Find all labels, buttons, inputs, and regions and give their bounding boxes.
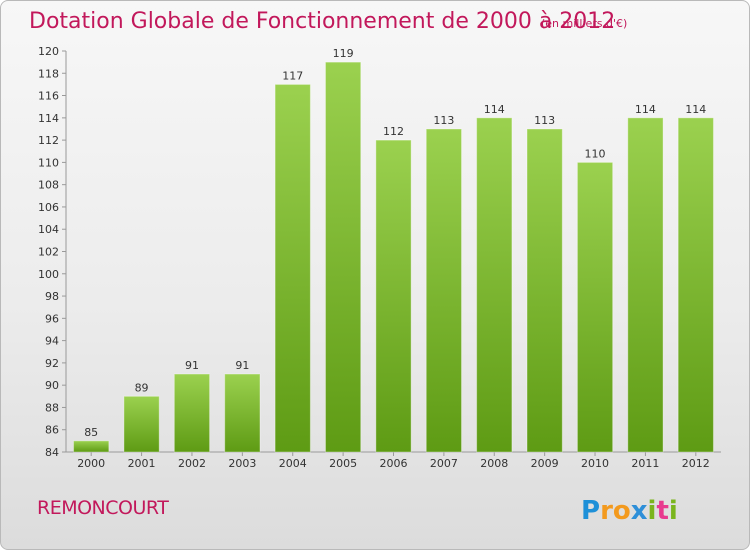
y-tick-label: 100 [38,268,59,281]
chart-title: Dotation Globale de Fonctionnement de 20… [29,9,616,34]
logo-letter: r [600,496,613,526]
y-tick-label: 98 [45,290,59,303]
bar-2009 [526,128,563,453]
y-tick-label: 110 [38,156,59,169]
x-tick-label: 2006 [380,457,408,470]
bar-value-label: 114 [635,103,656,116]
logo-letter: i [669,496,678,526]
y-tick-label: 116 [38,90,59,103]
commune-name: REMONCOURT [37,497,169,519]
bar-2010 [576,161,614,453]
x-tick-label: 2012 [682,457,710,470]
bar-2003 [224,373,261,453]
x-tick-label: 2011 [631,457,659,470]
y-tick-label: 94 [45,335,59,348]
bar-value-label: 85 [84,426,98,439]
logo-letter: P [581,496,600,526]
bar-2004 [274,83,311,453]
bar-value-label: 89 [135,381,149,394]
y-tick-label: 106 [38,201,59,214]
bar-2000 [73,440,110,453]
bar-value-label: 91 [185,359,199,372]
bar-2008 [476,117,513,453]
y-tick-label: 120 [38,45,59,58]
bar-2006 [375,139,412,453]
bar-value-label: 114 [484,103,505,116]
bar-value-label: 114 [685,103,706,116]
chart-labels: 85 2000 89 2001 91 2002 91 2003 117 2004 119 2005 11… [77,47,710,470]
bar-value-label: 113 [534,114,555,127]
y-tick-label: 86 [45,424,59,437]
y-tick-label: 118 [38,67,59,80]
y-tick-label: 84 [45,446,59,459]
x-tick-label: 2010 [581,457,609,470]
x-tick-label: 2009 [531,457,559,470]
x-tick-label: 2004 [279,457,307,470]
y-tick-label: 112 [38,134,59,147]
chart-unit-label: (en milliers d'€) [541,17,628,30]
logo-letter: o [613,496,631,526]
logo-letter: i [648,496,657,526]
y-tick-label: 88 [45,401,59,414]
bar-value-label: 117 [282,69,303,82]
bar-2012 [677,117,714,453]
bar-2002 [173,373,211,453]
bar-value-label: 113 [433,114,454,127]
y-tick-label: 92 [45,357,59,370]
bar-value-label: 112 [383,125,404,138]
logo-letter: t [656,496,668,526]
bar-value-label: 110 [585,147,606,160]
x-tick-label: 2007 [430,457,458,470]
proxiti-logo: Proxiti [581,496,678,526]
x-tick-label: 2003 [228,457,256,470]
x-tick-label: 2001 [128,457,156,470]
y-tick-label: 114 [38,112,59,125]
chart-bars [73,61,714,453]
y-tick-label: 104 [38,223,59,236]
bar-2011 [627,117,664,453]
x-tick-label: 2002 [178,457,206,470]
svg-text:Proxiti: Proxiti [581,496,678,526]
chart-axes: 84 86 88 90 92 94 96 98 100 102 104 106 108 110 112 114… [38,45,721,459]
bar-2001 [123,395,160,453]
y-tick-label: 90 [45,379,59,392]
bar-2007 [425,128,463,453]
y-tick-label: 96 [45,312,59,325]
y-tick-label: 108 [38,179,59,192]
bar-2005 [324,61,362,453]
x-tick-label: 2000 [77,457,105,470]
y-tick-label: 102 [38,246,59,259]
x-tick-label: 2008 [480,457,508,470]
x-tick-label: 2005 [329,457,357,470]
logo-letter: x [631,496,648,526]
bar-value-label: 91 [235,359,249,372]
bar-value-label: 119 [333,47,354,60]
